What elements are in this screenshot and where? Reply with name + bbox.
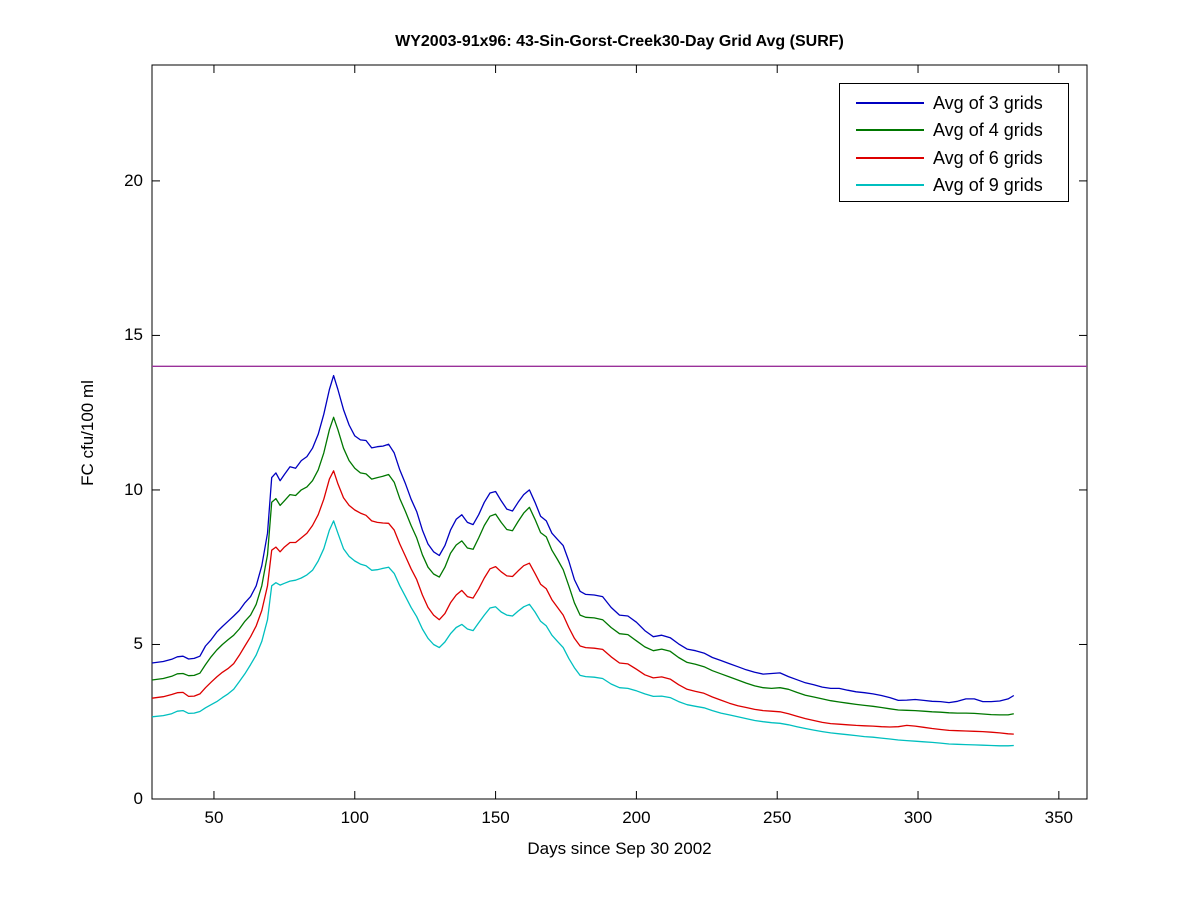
legend-line-avg9-icon: [856, 184, 924, 186]
legend-label: Avg of 3 grids: [933, 92, 1043, 113]
legend-line-avg3-icon: [856, 102, 924, 104]
legend-label: Avg of 9 grids: [933, 174, 1043, 195]
legend-line-avg4-icon: [856, 129, 924, 131]
chart-title: WY2003-91x96: 43-Sin-Gorst-Creek30-Day G…: [395, 33, 844, 50]
series-line-4: [151, 520, 1014, 747]
axes-frame: [151, 64, 1088, 800]
series-line-3: [151, 470, 1014, 735]
legend-entry: Avg of 3 grids: [856, 90, 1043, 116]
legend-entry: Avg of 6 grids: [856, 145, 1043, 171]
series-line-1: [151, 374, 1015, 704]
legend-entry: Avg of 9 grids: [856, 172, 1043, 198]
legend-line-avg6-icon: [856, 157, 924, 159]
y-axis-label: FC cfu/100 ml: [78, 380, 97, 486]
legend-label: Avg of 6 grids: [933, 147, 1043, 168]
legend-label: Avg of 4 grids: [933, 119, 1043, 140]
x-axis-label: Days since Sep 30 2002: [527, 839, 712, 858]
legend-entry: Avg of 4 grids: [856, 117, 1043, 143]
series-line-2: [151, 416, 1014, 716]
legend-box: Avg of 3 grids Avg of 4 grids Avg of 6 g…: [839, 83, 1069, 202]
